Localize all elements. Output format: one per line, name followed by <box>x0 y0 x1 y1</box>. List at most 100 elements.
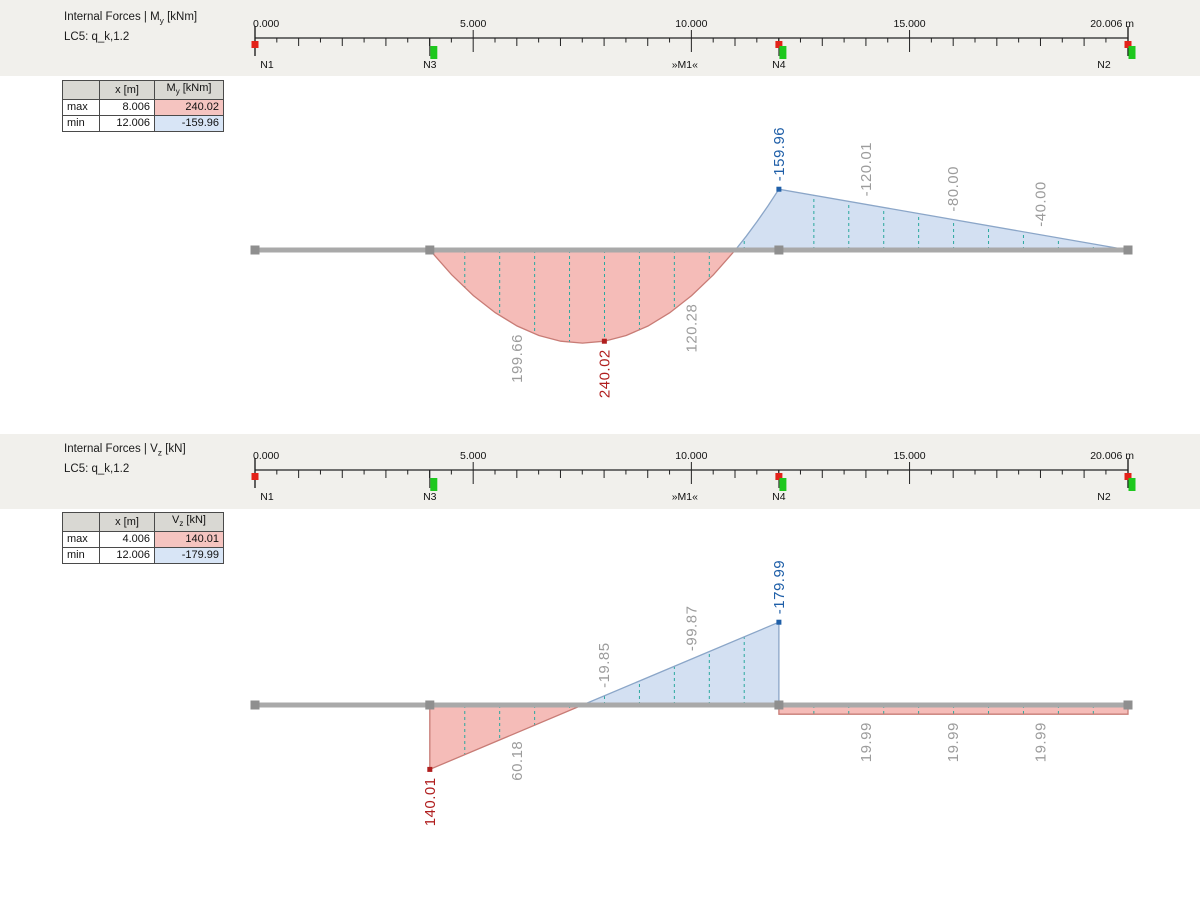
node-marker-red <box>1124 41 1132 48</box>
beam-node-square <box>425 700 435 710</box>
panel2-title-suffix: [kN] <box>162 443 186 455</box>
min-x-value: 12.006 <box>99 547 155 565</box>
max-x-value: 8.006 <box>99 99 155 117</box>
ruler-tick-label: 0.000 <box>253 450 279 462</box>
node-marker-red <box>775 41 783 48</box>
panel1-title-suffix: [kNm] <box>163 11 198 23</box>
value-unit: [kN] <box>183 514 206 526</box>
beam-node-square <box>250 245 260 255</box>
diagram-outline-negative <box>734 188 1129 251</box>
support-marker-green <box>430 46 438 59</box>
extreme-point-marker <box>427 766 433 772</box>
panel2-title-sub: z <box>157 447 162 458</box>
node-label: »M1« <box>672 59 698 71</box>
value-label: -80.00 <box>945 166 962 212</box>
node-label: »M1« <box>672 491 698 503</box>
node-label: N2 <box>1097 491 1111 503</box>
min-x-value: 12.006 <box>99 115 155 133</box>
minmax-table-vz: x [m] Vz [kN] max 4.006 140.01 min 12.00… <box>62 511 224 565</box>
panel2-header-band <box>0 434 1200 509</box>
panel1-title-sub: y <box>159 15 164 26</box>
diagram-outline-positive <box>429 249 736 344</box>
minmax-table-my: x [m] My [kNm] max 8.006 240.02 min 12.0… <box>62 79 224 133</box>
ruler-tick-label: 0.000 <box>253 18 279 30</box>
value-symbol-sub: z <box>179 519 184 529</box>
value-symbol: V <box>172 514 180 526</box>
max-value: 240.02 <box>154 99 224 117</box>
corner-cell <box>62 511 100 533</box>
min-value: -159.96 <box>154 115 224 133</box>
table-header-row: x [m] Vz [kN] <box>62 511 224 533</box>
ruler-tick-label: 20.006 m <box>1090 18 1134 30</box>
col-header-x: x [m] <box>99 511 155 533</box>
support-marker-green <box>1128 46 1136 59</box>
min-value: -179.99 <box>154 547 224 565</box>
value-label: 19.99 <box>945 722 962 762</box>
value-label: -159.96 <box>771 127 788 181</box>
table-header-row: x [m] My [kNm] <box>62 79 224 101</box>
ruler-tick-label: 10.000 <box>675 450 707 462</box>
panel1-load-case: LC5: q_k,1.2 <box>64 31 130 44</box>
value-symbol-sub: y <box>175 87 180 97</box>
support-marker-green <box>1128 478 1136 491</box>
panel1-title-prefix: Internal Forces | M <box>64 11 160 23</box>
col-header-x: x [m] <box>99 79 155 101</box>
corner-cell <box>62 79 100 101</box>
support-marker-green <box>779 46 787 59</box>
row-label-min: min <box>62 547 100 565</box>
beam-node-square <box>1123 700 1133 710</box>
min-row: min 12.006 -159.96 <box>62 115 224 133</box>
panel1-title: Internal Forces | My [kNm] <box>64 9 197 29</box>
ruler-tick-label: 5.000 <box>460 18 486 30</box>
value-label: 19.99 <box>1032 722 1049 762</box>
panel2-header: Internal Forces | Vz [kN] LC5: q_k,1.2 <box>64 441 186 478</box>
ruler-tick-label: 15.000 <box>893 450 925 462</box>
value-label: -99.87 <box>683 606 700 652</box>
node-marker-red <box>775 473 783 480</box>
node-label: N3 <box>423 59 437 71</box>
node-label: N1 <box>260 59 274 71</box>
col-header-value: My [kNm] <box>154 79 224 101</box>
ruler-tick-label: 15.000 <box>893 18 925 30</box>
node-label: N4 <box>772 491 786 503</box>
value-label: -40.00 <box>1032 181 1049 227</box>
row-label-max: max <box>62 99 100 117</box>
node-label: N3 <box>423 491 437 503</box>
node-marker-red <box>251 41 259 48</box>
diagram-outline-positive <box>778 705 1129 715</box>
value-label: -19.85 <box>596 642 613 688</box>
value-label: -179.99 <box>771 560 788 614</box>
support-marker-green <box>430 478 438 491</box>
value-unit: [kNm] <box>179 82 212 94</box>
value-label: 120.28 <box>684 304 701 353</box>
beam-node-square <box>425 245 435 255</box>
ruler-tick-label: 20.006 m <box>1090 450 1134 462</box>
beam-node-square <box>1123 245 1133 255</box>
node-label: N4 <box>772 59 786 71</box>
ruler-tick-label: 5.000 <box>460 450 486 462</box>
max-value: 140.01 <box>154 531 224 549</box>
min-row: min 12.006 -179.99 <box>62 547 224 565</box>
beam-node-square <box>774 700 784 710</box>
value-label: 19.99 <box>858 722 875 762</box>
panel2-title: Internal Forces | Vz [kN] <box>64 441 186 461</box>
diagram-panel-2: 0.000 5.000 10.000 15.000 20.006 m N1 N3 »M1« N4… <box>250 450 1136 826</box>
diagram-area-positive <box>429 250 736 344</box>
panel1-header: Internal Forces | My [kNm] LC5: q_k,1.2 <box>64 9 197 46</box>
beam-node-square <box>774 245 784 255</box>
value-label: 60.18 <box>509 741 526 781</box>
max-x-value: 4.006 <box>99 531 155 549</box>
value-label: 199.66 <box>509 334 526 383</box>
diagram-panel-1: 0.000 5.000 10.000 15.000 20.006 m N1 N3 »M1« N4… <box>250 18 1136 398</box>
row-label-max: max <box>62 531 100 549</box>
value-label: -120.01 <box>858 142 875 196</box>
beam-node-square <box>250 700 260 710</box>
value-label: 140.01 <box>422 777 439 826</box>
support-marker-green <box>779 478 787 491</box>
node-label: N1 <box>260 491 274 503</box>
extreme-point-marker <box>601 338 607 344</box>
max-row: max 8.006 240.02 <box>62 99 224 117</box>
node-marker-red <box>251 473 259 480</box>
row-label-min: min <box>62 115 100 133</box>
